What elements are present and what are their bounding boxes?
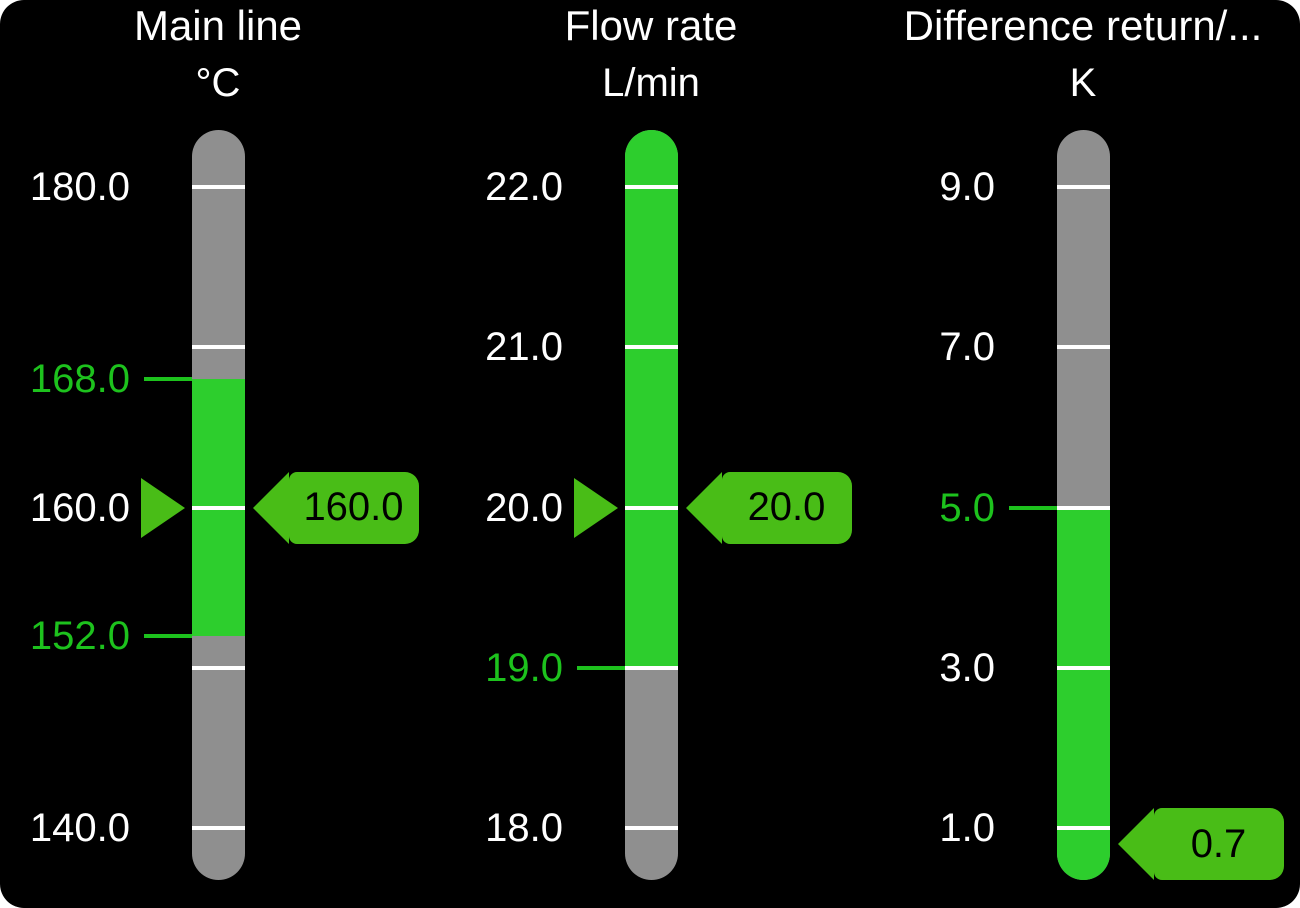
gauge-bar-track <box>1056 130 1110 880</box>
value-tag: 160.0 <box>252 471 419 544</box>
gauge-bar-track <box>191 130 245 880</box>
scale-tick-line <box>1056 185 1110 189</box>
limit-tick-line <box>1009 505 1057 510</box>
scale-tick-line <box>624 826 678 830</box>
scale-tick-line <box>1056 345 1110 350</box>
value-pointer-icon <box>573 477 618 538</box>
limit-tick-line <box>577 665 625 670</box>
gauge-unit: K <box>1069 61 1097 105</box>
value-tag: 20.0 <box>685 471 852 544</box>
limit-tick-label: 152.0 <box>29 613 130 658</box>
scale-tick-label: 3.0 <box>939 645 995 690</box>
scale-tick-label: 160.0 <box>29 485 130 530</box>
scale-tick-line <box>191 826 245 830</box>
value-tag-body: 0.7 <box>1153 808 1284 880</box>
value-tag-arrow-icon <box>685 471 722 544</box>
limit-tick-label: 19.0 <box>485 645 563 690</box>
scale-tick-line <box>191 665 245 670</box>
limit-tick-line <box>144 377 192 382</box>
scale-tick-label: 9.0 <box>939 165 995 209</box>
scale-tick-label: 7.0 <box>939 325 995 370</box>
scale-tick-label: 140.0 <box>29 806 130 850</box>
gauge-title: Main line <box>133 2 303 49</box>
scale-tick-line <box>1056 505 1110 510</box>
gauge-title: Flow rate <box>564 2 738 49</box>
value-tag-body: 20.0 <box>721 471 852 544</box>
scale-tick-line <box>1056 826 1110 830</box>
value-tag-arrow-icon <box>1117 808 1154 880</box>
scale-tick-label: 22.0 <box>485 165 563 209</box>
value-pointer-icon <box>140 477 185 538</box>
scale-tick-line <box>624 185 678 189</box>
value-tag: 0.7 <box>1117 808 1284 880</box>
limit-tick-label: 5.0 <box>939 485 995 530</box>
gauge-unit: °C <box>195 61 241 105</box>
scale-tick-line <box>624 345 678 350</box>
gauge-green-zone <box>624 130 678 668</box>
scale-tick-line <box>624 665 678 670</box>
scale-tick-line <box>191 345 245 350</box>
scale-tick-line <box>1056 665 1110 670</box>
scale-tick-label: 21.0 <box>485 325 563 370</box>
value-tag-arrow-icon <box>252 471 289 544</box>
gauge-title: Difference return/... <box>903 2 1263 49</box>
scale-tick-line <box>191 505 245 510</box>
limit-tick-line <box>144 633 192 638</box>
scale-tick-line <box>624 505 678 510</box>
limit-tick-label: 168.0 <box>29 357 130 402</box>
scale-tick-label: 180.0 <box>29 165 130 209</box>
gauge-bar-track <box>624 130 678 880</box>
gauge-green-zone <box>1056 507 1110 880</box>
scale-tick-label: 18.0 <box>485 806 563 850</box>
gauge-unit: L/min <box>602 61 700 105</box>
scale-tick-label: 20.0 <box>485 485 563 530</box>
scale-tick-line <box>191 185 245 189</box>
scale-tick-label: 1.0 <box>939 806 995 850</box>
value-tag-body: 160.0 <box>288 471 419 544</box>
